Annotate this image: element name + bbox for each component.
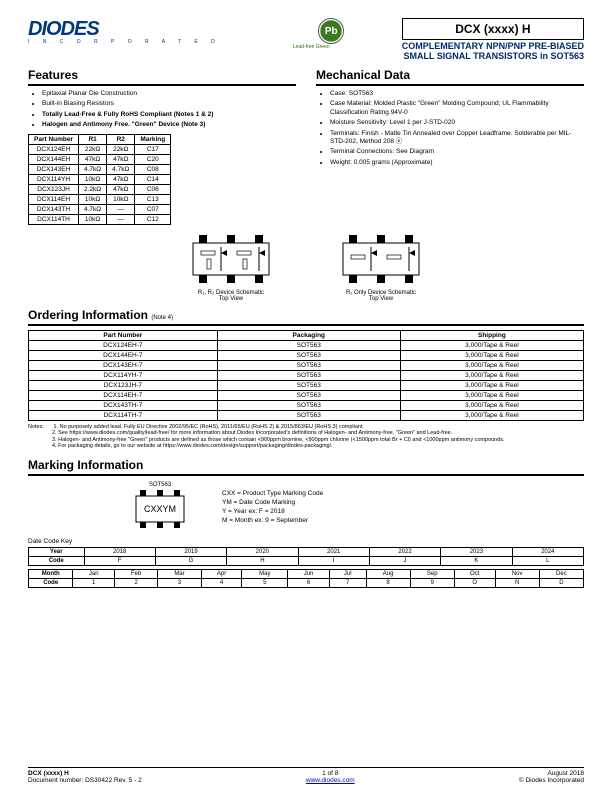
marking-line: CXX = Product Type Marking Code [222,489,323,498]
marking-line: M = Month ex: 9 = September [222,516,323,525]
mech-item: Moisture Sensitivity: Level 1 per J-STD-… [330,119,584,127]
marking-line: YM = Date Code Marking [222,498,323,507]
leadfree-icon: Pb [318,18,344,44]
notes-label: Notes: [28,424,52,431]
mech-item: Case Material: Molded Plastic "Green" Mo… [330,100,584,117]
marking-title: Marking Information [28,458,584,476]
feature-item: Built-in Biasing Resistors [42,100,296,108]
title-block: DCX (xxxx) H COMPLEMENTARY NPN/PNP PRE-B… [402,18,584,62]
topview-label: Top View [181,296,281,302]
footer-right: August 2018 © Diodes Incorporated [519,770,584,784]
feature-item: Epitaxial Planar Die Construction [42,90,296,98]
month-table: Month JanFebMarAprMayJunJulAugSepOctNovD… [28,569,584,588]
note-item: 4. For packaging details, go to our webs… [52,443,333,449]
schematics-row: R₁, R₂ Device Schematic Top View R₁ Only… [28,233,584,302]
feature-item: Halogen and Antimony Free. "Green" Devic… [42,121,296,129]
feature-item: Totally Lead-Free & Fully RoHS Compliant… [42,111,296,119]
logo-subtext: I N C O R P O R A T E D [28,39,221,45]
title-box: DCX (xxxx) H [402,18,584,40]
mech-item: Case: SOT563 [330,90,584,98]
header: DIODES I N C O R P O R A T E D Pb Lead-f… [28,18,584,62]
features-title: Features [28,68,296,86]
marking-text: CXX = Product Type Marking Code YM = Dat… [222,489,323,525]
features-list: Epitaxial Planar Die Construction Built-… [28,90,296,130]
topview-label: Top View [331,296,431,302]
pb-badge: Pb Lead-free Green [278,18,344,50]
schematic-icon [331,233,431,288]
footer-product: DCX (xxxx) H [28,770,142,777]
logo-text: DIODES [28,18,221,41]
th: Marking [135,134,171,144]
footer-center: 1 of 8 www.diodes.com [306,770,355,784]
footer-url: www.diodes.com [306,777,355,784]
mech-item: Terminal Connections: See Diagram [330,148,584,156]
notes-block: Notes: 1. No purposely added lead. Fully… [28,424,584,450]
note-item: 3. Halogen- and Antimony-free "Green" pr… [52,437,505,443]
subtitle-2: SMALL SIGNAL TRANSISTORS in SOT563 [402,52,584,62]
marking-chip: SOT563 CXXYM [128,482,192,532]
features-col: Features Epitaxial Planar Die Constructi… [28,68,296,225]
logo: DIODES I N C O R P O R A T E D [28,18,221,45]
th: R2 [107,134,135,144]
ordering-title: Ordering Information (Note 4) [28,308,584,326]
mechanical-title: Mechanical Data [316,68,584,86]
leadfree-label: Lead-free Green [278,44,344,50]
th: R1 [79,134,107,144]
marking-line: Y = Year ex: F = 2018 [222,507,323,516]
mech-item: Terminals: Finish - Matte Tin Annealed o… [330,130,584,147]
footer: DCX (xxxx) H Document number: DS30422 Re… [28,767,584,784]
schematic-r1r2: R₁, R₂ Device Schematic Top View [181,233,281,302]
th: Part Number [29,134,79,144]
note-item: 1. No purposely added lead. Fully EU Dir… [54,424,365,430]
datecode-label: Date Code Key [28,538,584,545]
schematic-label: R₁ Only Device Schematic [331,290,431,296]
footer-date: August 2018 [519,770,584,777]
mechanical-list: Case: SOT563 Case Material: Molded Plast… [316,90,584,168]
schematic-r1: R₁ Only Device Schematic Top View [331,233,431,302]
features-mechanical-row: Features Epitaxial Planar Die Constructi… [28,68,584,225]
mech-item: Weight: 0.005 grams (Approximate) [330,159,584,167]
footer-page: 1 of 8 [306,770,355,777]
marking-row: SOT563 CXXYM CXX = Product Type Marking … [28,482,584,532]
footer-copyright: © Diodes Incorporated [519,777,584,784]
chip-text: CXXYM [144,504,176,514]
footer-left: DCX (xxxx) H Document number: DS30422 Re… [28,770,142,784]
ordering-table: Part Number Packaging Shipping DCX124EH-… [28,330,584,421]
schematic-icon [181,233,281,288]
param-table: Part Number R1 R2 Marking DCX124EH22kΩ22… [28,134,171,225]
chip-icon: CXXYM [128,488,192,530]
year-table: Year 2018201920202021202220232024 Code F… [28,547,584,566]
footer-docnum: Document number: DS30422 Rev. 5 - 2 [28,777,142,784]
note-item: 2. See https://www.diodes.com/quality/le… [52,430,452,436]
mechanical-col: Mechanical Data Case: SOT563 Case Materi… [316,68,584,225]
